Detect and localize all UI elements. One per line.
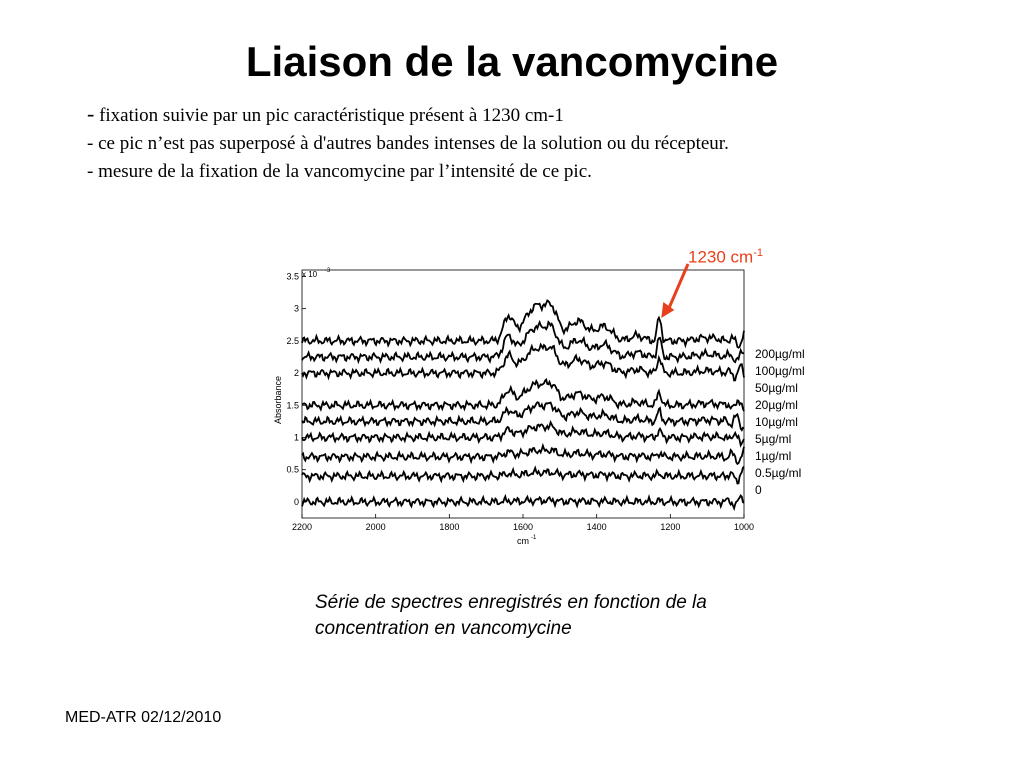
x-axis-label-sup: -1 [531, 535, 537, 541]
figure-caption: Série de spectres enregistrés en fonctio… [315, 592, 707, 639]
legend-label: 50µg/ml [755, 381, 798, 395]
y-tick-label: 3.5 [286, 271, 299, 281]
legend-label: 10µg/ml [755, 415, 798, 429]
peak-annotation: 1230 cm-1 [688, 247, 763, 268]
series-line [301, 442, 745, 466]
bullet-item: - mesure de la fixation de la vancomycin… [87, 158, 987, 186]
series-line [301, 419, 745, 448]
bullet-dash: - [87, 133, 94, 154]
series-line [301, 493, 745, 512]
series-line [301, 319, 745, 365]
y-axis-label: Absorbance [273, 376, 283, 424]
legend-label: 100µg/ml [755, 364, 805, 378]
y-tick-label: 1.5 [286, 400, 299, 410]
peak-arrow-shaft [665, 263, 690, 313]
y-tick-label: 3 [294, 304, 299, 314]
bullet-dash: - [87, 101, 95, 126]
legend-label: 1µg/ml [755, 449, 791, 463]
slide-title: Liaison de la vancomycine [245, 38, 779, 85]
peak-annotation-text: 1230 cm [688, 247, 754, 267]
bullet-item: - fixation suivie par un pic caractérist… [87, 100, 987, 130]
y-tick-label: 2 [294, 368, 299, 378]
legend-label: 0 [755, 483, 762, 497]
x-tick-label: 1200 [660, 522, 680, 532]
legend: 200µg/ml 100µg/ml 50µg/ml 20µg/ml 10µg/ml 5µg… [755, 347, 805, 497]
bullet-dash: - [87, 161, 94, 182]
y-tick-label: 1 [294, 432, 299, 442]
series-line [301, 342, 745, 382]
bullet-text: ce pic n’est pas superposé à d'autres ba… [98, 133, 729, 154]
x-tick-label: 2200 [292, 522, 312, 532]
y-tick-label: 2.5 [286, 336, 299, 346]
legend-label: 0.5µg/ml [755, 466, 801, 480]
series-line [301, 465, 745, 485]
y-multiplier-sup: -3 [325, 268, 331, 274]
series-lines [301, 299, 745, 512]
bullet-list: - fixation suivie par un pic caractérist… [87, 100, 987, 186]
x-axis-label: cm [517, 536, 529, 546]
bullet-item: - ce pic n’est pas superposé à d'autres … [87, 130, 987, 158]
legend-label: 5µg/ml [755, 432, 791, 446]
peak-arrow [661, 263, 690, 318]
series-line [301, 299, 745, 349]
y-tick-label: 0 [294, 497, 299, 507]
x-axis: 2200 2000 1800 1600 1400 1200 1000 cm -1 [292, 514, 754, 546]
x-tick-label: 1000 [734, 522, 754, 532]
x-tick-label: 1800 [439, 522, 459, 532]
x-tick-label: 2000 [366, 522, 386, 532]
y-multiplier-label: x 10 [302, 270, 318, 279]
footer-text: MED-ATR 02/12/2010 [65, 709, 222, 726]
legend-label: 20µg/ml [755, 398, 798, 412]
x-tick-label: 1400 [587, 522, 607, 532]
legend-label: 200µg/ml [755, 347, 805, 361]
bullet-text: fixation suivie par un pic caractéristiq… [99, 105, 564, 126]
series-line [301, 377, 745, 413]
peak-arrow-head [661, 302, 675, 318]
x-tick-label: 1600 [513, 522, 533, 532]
y-tick-label: 0.5 [286, 465, 299, 475]
bullet-text: mesure de la fixation de la vancomycine … [98, 161, 592, 182]
series-line [301, 401, 745, 432]
peak-annotation-sup: -1 [753, 247, 763, 259]
